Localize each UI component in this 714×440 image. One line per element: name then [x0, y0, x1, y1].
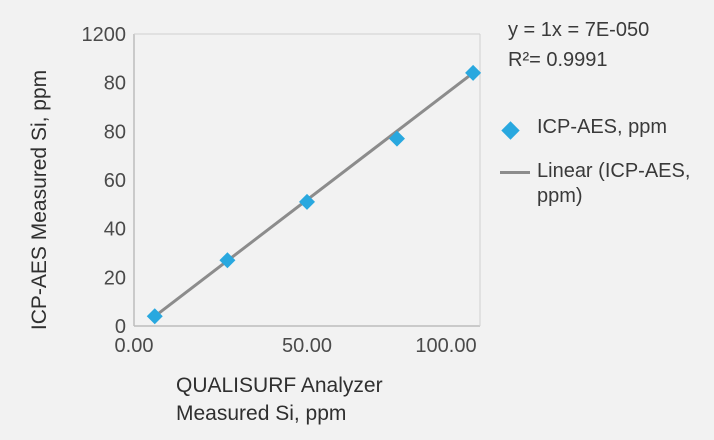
x-axis-title-line-1: QUALISURF Analyzer [176, 374, 383, 397]
data-point-diamond [388, 130, 405, 147]
axes [133, 33, 481, 327]
y-tick-label: 0 [115, 316, 126, 338]
x-tick-labels: 0.00 50.00 100.00 [115, 335, 477, 357]
y-tick-label: 80 [104, 121, 126, 143]
y-tick-label: 40 [104, 219, 126, 241]
data-point-diamond [219, 252, 236, 269]
x-tick-label: 100.00 [415, 335, 476, 357]
y-tick-label: 60 [104, 170, 126, 192]
legend-label-linear: Linear (ICP-AES, ppm) [537, 160, 691, 207]
y-tick-labels: 0 20 40 60 80 80 1200 [82, 24, 127, 338]
series-layer [146, 64, 482, 325]
y-axis-title: ICP-AES Measured Si, ppm [28, 70, 51, 330]
data-point-diamond [465, 64, 482, 81]
y-tick-label: 20 [104, 267, 126, 289]
legend-line-swatch [500, 171, 530, 174]
data-point-diamond [146, 308, 163, 325]
x-tick-label: 0.00 [115, 335, 154, 357]
trendline [153, 71, 474, 318]
x-tick-label: 50.00 [282, 335, 332, 357]
x-axis-title-line-2: Measured Si, ppm [176, 402, 346, 425]
r-squared-value: R²= 0.9991 [508, 49, 608, 71]
data-point-diamond [299, 193, 315, 210]
y-tick-label: 80 [104, 73, 126, 95]
y-tick-label: 1200 [82, 24, 127, 46]
regression-equation: y = 1x = 7E-050 [508, 19, 650, 41]
legend-label-scatter: ICP-AES, ppm [537, 116, 668, 138]
